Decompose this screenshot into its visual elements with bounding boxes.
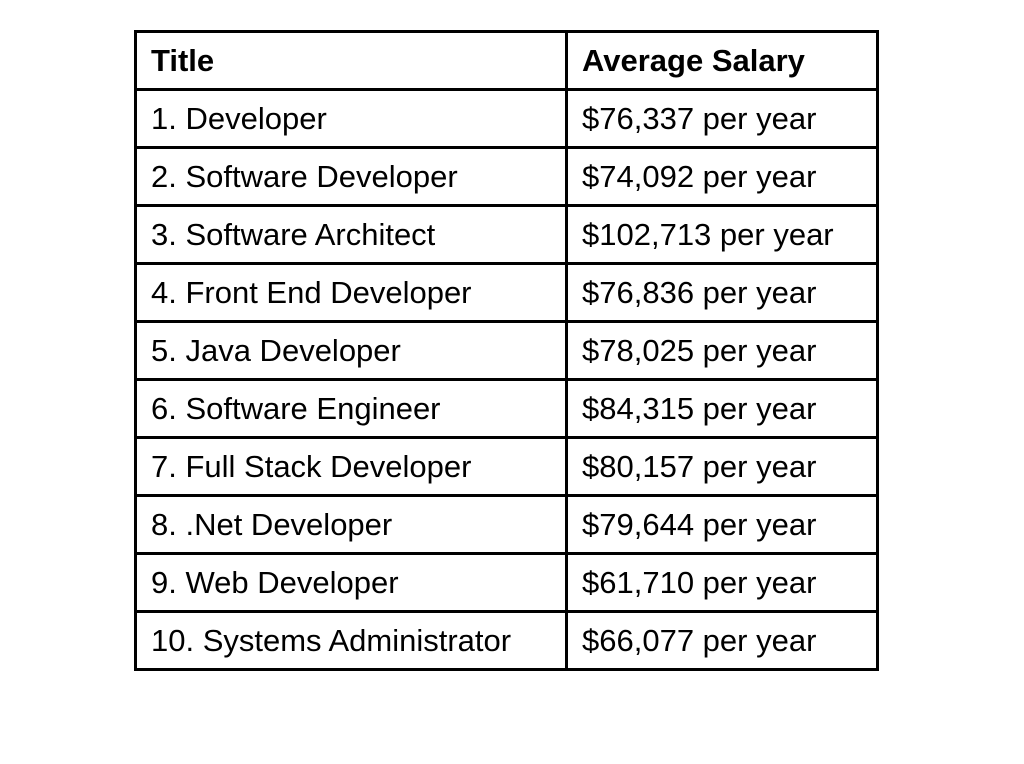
job-title-cell: 7. Full Stack Developer [134, 436, 568, 497]
salary-cell: $66,077 per year [565, 610, 879, 671]
job-title-cell: 6. Software Engineer [134, 378, 568, 439]
table-row: 7. Full Stack Developer $80,157 per year [134, 436, 879, 497]
salary-cell: $74,092 per year [565, 146, 879, 207]
table-row: 1. Developer $76,337 per year [134, 88, 879, 149]
table-row: 6. Software Engineer $84,315 per year [134, 378, 879, 439]
table-row: 3. Software Architect $102,713 per year [134, 204, 879, 265]
job-title-cell: 9. Web Developer [134, 552, 568, 613]
salary-cell: $78,025 per year [565, 320, 879, 381]
salary-cell: $79,644 per year [565, 494, 879, 555]
salary-cell: $102,713 per year [565, 204, 879, 265]
job-title-cell: 2. Software Developer [134, 146, 568, 207]
table-row: 5. Java Developer $78,025 per year [134, 320, 879, 381]
job-title-cell: 3. Software Architect [134, 204, 568, 265]
table-row: 10. Systems Administrator $66,077 per ye… [134, 610, 879, 671]
table-row: 4. Front End Developer $76,836 per year [134, 262, 879, 323]
table-row: 2. Software Developer $74,092 per year [134, 146, 879, 207]
job-title-cell: 8. .Net Developer [134, 494, 568, 555]
salary-cell: $80,157 per year [565, 436, 879, 497]
header-title: Title [134, 30, 568, 91]
job-title-cell: 5. Java Developer [134, 320, 568, 381]
table-header-row: Title Average Salary [134, 30, 879, 91]
salary-cell: $76,836 per year [565, 262, 879, 323]
job-title-cell: 10. Systems Administrator [134, 610, 568, 671]
salary-table: Title Average Salary 1. Developer $76,33… [134, 30, 879, 671]
salary-cell: $76,337 per year [565, 88, 879, 149]
salary-cell: $61,710 per year [565, 552, 879, 613]
salary-cell: $84,315 per year [565, 378, 879, 439]
job-title-cell: 1. Developer [134, 88, 568, 149]
table-row: 9. Web Developer $61,710 per year [134, 552, 879, 613]
header-average-salary: Average Salary [565, 30, 879, 91]
table-row: 8. .Net Developer $79,644 per year [134, 494, 879, 555]
job-title-cell: 4. Front End Developer [134, 262, 568, 323]
